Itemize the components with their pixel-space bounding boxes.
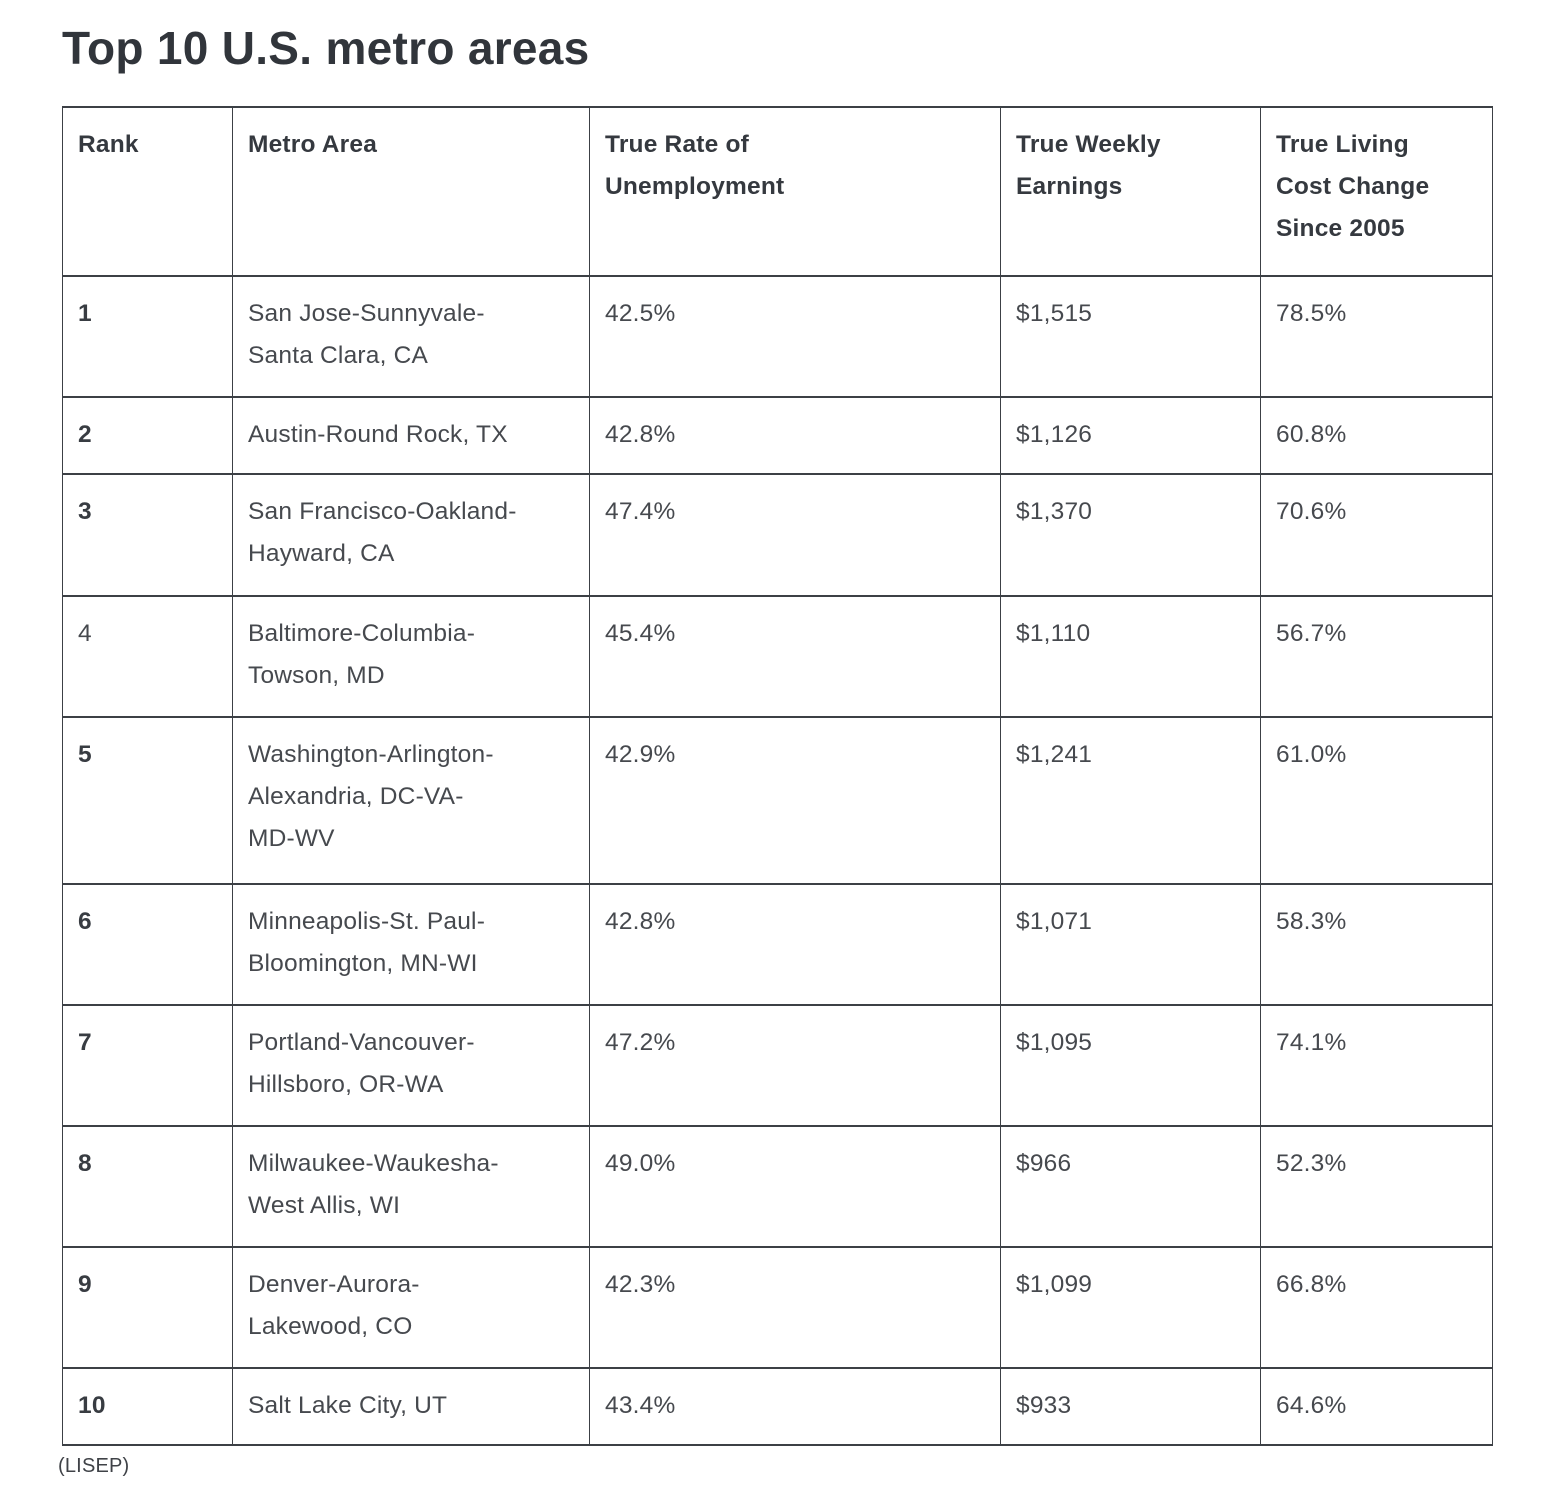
metro-area-cell: Denver-Aurora- Lakewood, CO [232,1246,590,1369]
unemployment-cell: 42.9% [589,716,1001,885]
unemployment-cell: 42.5% [589,275,1001,398]
cost-change-cell: 66.8% [1260,1246,1493,1369]
metro-area-cell: San Francisco-Oakland- Hayward, CA [232,473,590,597]
cost-change-cell: 78.5% [1260,275,1493,398]
rank-cell: 8 [62,1125,233,1248]
rank-cell: 2 [62,396,233,475]
table-row: 10 Salt Lake City, UT 43.4% $933 64.6% [62,1367,1493,1446]
table-row: 9 Denver-Aurora- Lakewood, CO 42.3% $1,0… [62,1246,1493,1369]
metro-area-cell: Austin-Round Rock, TX [232,396,590,475]
unemployment-cell: 42.8% [589,883,1001,1006]
table-row: 1 San Jose-Sunnyvale- Santa Clara, CA 42… [62,275,1493,398]
rank-cell: 10 [62,1367,233,1446]
rank-cell: 4 [62,595,233,718]
column-header-metro-area: Metro Area [232,106,590,277]
metro-area-cell: Washington-Arlington- Alexandria, DC-VA-… [232,716,590,885]
cost-change-cell: 74.1% [1260,1004,1493,1127]
page-title: Top 10 U.S. metro areas [62,22,590,74]
earnings-cell: $1,515 [1000,275,1261,398]
rank-cell: 5 [62,716,233,885]
rank-cell: 7 [62,1004,233,1127]
cost-change-cell: 52.3% [1260,1125,1493,1248]
cost-change-cell: 56.7% [1260,595,1493,718]
table-row: 4 Baltimore-Columbia- Towson, MD 45.4% $… [62,595,1493,718]
table-row: 7 Portland-Vancouver- Hillsboro, OR-WA 4… [62,1004,1493,1127]
cost-change-cell: 64.6% [1260,1367,1493,1446]
cost-change-cell: 61.0% [1260,716,1493,885]
earnings-cell: $1,241 [1000,716,1261,885]
earnings-cell: $1,370 [1000,473,1261,597]
earnings-cell: $1,126 [1000,396,1261,475]
rank-cell: 9 [62,1246,233,1369]
metro-area-cell: San Jose-Sunnyvale- Santa Clara, CA [232,275,590,398]
metro-area-cell: Salt Lake City, UT [232,1367,590,1446]
column-header-unemployment: True Rate of Unemployment [589,106,1001,277]
cost-change-cell: 58.3% [1260,883,1493,1006]
column-header-cost-change: True Living Cost Change Since 2005 [1260,106,1493,277]
column-header-rank: Rank [62,106,233,277]
cost-change-cell: 60.8% [1260,396,1493,475]
earnings-cell: $1,071 [1000,883,1261,1006]
cost-change-cell: 70.6% [1260,473,1493,597]
unemployment-cell: 43.4% [589,1367,1001,1446]
source-attribution: (LISEP) [58,1455,130,1477]
rank-cell: 3 [62,473,233,597]
table-row: 6 Minneapolis-St. Paul- Bloomington, MN-… [62,883,1493,1006]
table-header: Rank Metro Area True Rate of Unemploymen… [62,106,1493,277]
earnings-cell: $966 [1000,1125,1261,1248]
unemployment-cell: 42.3% [589,1246,1001,1369]
column-header-earnings: True Weekly Earnings [1000,106,1261,277]
earnings-cell: $1,099 [1000,1246,1261,1369]
metro-areas-table: Rank Metro Area True Rate of Unemploymen… [62,106,1493,1446]
unemployment-cell: 42.8% [589,396,1001,475]
unemployment-cell: 45.4% [589,595,1001,718]
table-body: 1 San Jose-Sunnyvale- Santa Clara, CA 42… [62,275,1493,1446]
metro-area-cell: Minneapolis-St. Paul- Bloomington, MN-WI [232,883,590,1006]
unemployment-cell: 47.2% [589,1004,1001,1127]
unemployment-cell: 49.0% [589,1125,1001,1248]
metro-area-cell: Baltimore-Columbia- Towson, MD [232,595,590,718]
table-row: 2 Austin-Round Rock, TX 42.8% $1,126 60.… [62,396,1493,475]
earnings-cell: $933 [1000,1367,1261,1446]
earnings-cell: $1,095 [1000,1004,1261,1127]
table-row: 5 Washington-Arlington- Alexandria, DC-V… [62,716,1493,885]
header-row: Rank Metro Area True Rate of Unemploymen… [62,106,1493,277]
table-row: 8 Milwaukee-Waukesha- West Allis, WI 49.… [62,1125,1493,1248]
rank-cell: 6 [62,883,233,1006]
metro-area-cell: Portland-Vancouver- Hillsboro, OR-WA [232,1004,590,1127]
table-row: 3 San Francisco-Oakland- Hayward, CA 47.… [62,473,1493,597]
metro-area-cell: Milwaukee-Waukesha- West Allis, WI [232,1125,590,1248]
rank-cell: 1 [62,275,233,398]
unemployment-cell: 47.4% [589,473,1001,597]
earnings-cell: $1,110 [1000,595,1261,718]
